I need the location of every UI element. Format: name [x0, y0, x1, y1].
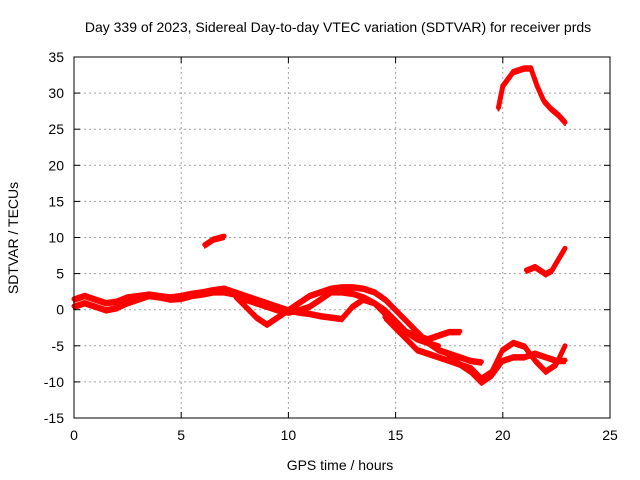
x-tick-label: 5 — [177, 427, 185, 443]
y-tick-label: 5 — [56, 266, 64, 282]
x-tick-label: 10 — [281, 427, 297, 443]
y-tick-label: 20 — [48, 157, 64, 173]
axis-ticks: 0 5 10 15 20 25 -15 -10 -5 0 5 10 15 20 25 30 35 — [44, 49, 618, 443]
chart-title: Day 339 of 2023, Sidereal Day-to-day VTE… — [85, 19, 591, 35]
series-track-g-spread — [497, 69, 566, 126]
y-tick-label: -15 — [44, 410, 64, 426]
series-track-h-spread — [525, 250, 566, 278]
series-track-e — [446, 339, 568, 381]
series-track-f — [202, 233, 227, 248]
x-tick-label: 20 — [495, 427, 511, 443]
y-axis-label: SDTVAR / TECUs — [5, 182, 21, 294]
series-track-c — [232, 284, 484, 365]
data-series — [71, 65, 568, 386]
series-track-c-spread — [233, 288, 483, 366]
x-tick-label: 0 — [70, 427, 78, 443]
series-track-g — [496, 65, 568, 125]
series-track-b — [71, 289, 441, 349]
x-axis-label: GPS time / hours — [287, 457, 394, 473]
series-track-f-spread — [203, 238, 226, 249]
y-tick-label: 10 — [48, 230, 64, 246]
x-tick-label: 25 — [602, 427, 618, 443]
y-tick-label: -5 — [52, 338, 65, 354]
y-tick-label: 25 — [48, 121, 64, 137]
series-track-h — [523, 245, 568, 277]
y-tick-label: 15 — [48, 193, 64, 209]
y-tick-label: 0 — [56, 302, 64, 318]
y-tick-label: 35 — [48, 49, 64, 65]
series-track-b-spread — [73, 293, 440, 350]
series-track-e-spread — [448, 344, 566, 383]
series-track-d-spread — [383, 318, 566, 386]
y-tick-label: 30 — [48, 85, 64, 101]
x-tick-label: 15 — [388, 427, 404, 443]
y-tick-label: -10 — [44, 374, 64, 390]
